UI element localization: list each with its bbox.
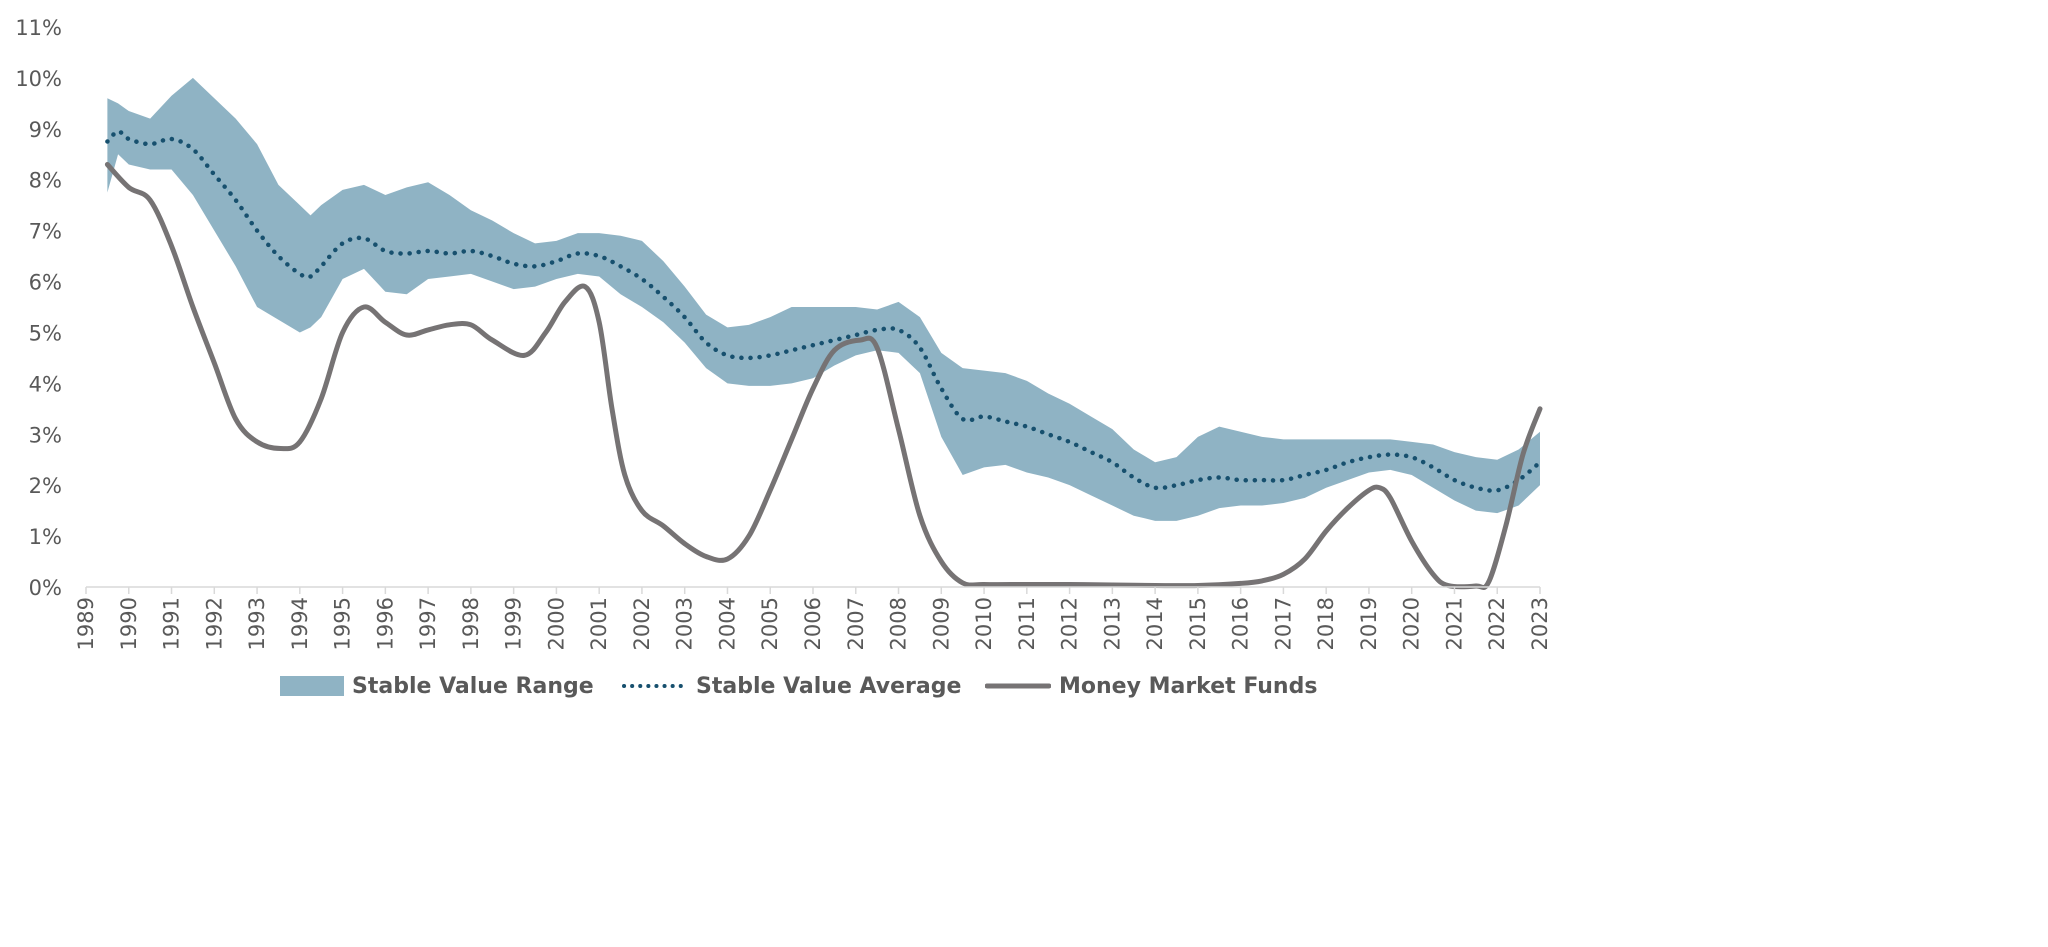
y-tick-label: 8% <box>29 169 62 193</box>
y-tick-label: 3% <box>29 423 62 447</box>
x-tick-label: 2009 <box>929 597 953 650</box>
x-tick-label: 1989 <box>74 597 98 650</box>
series-line-layer <box>104 129 1543 590</box>
x-tick-label: 2013 <box>1100 597 1124 650</box>
solid-line-swatch-icon <box>985 683 1051 689</box>
x-tick-label: 2005 <box>758 597 782 650</box>
y-tick-label: 4% <box>29 372 62 396</box>
x-tick-label: 2020 <box>1400 597 1424 650</box>
x-tick-label: 1991 <box>160 597 184 650</box>
x-tick-label: 1997 <box>416 597 440 650</box>
x-tick-label: 2015 <box>1186 597 1210 650</box>
x-tick-label: 1998 <box>459 597 483 650</box>
x-tick-label: 2003 <box>673 597 697 650</box>
legend-item-average: Stable Value Average <box>622 668 961 704</box>
y-tick-label: 7% <box>29 220 62 244</box>
x-tick-label: 1993 <box>245 597 269 650</box>
x-tick-label: 2011 <box>1015 597 1039 650</box>
legend-item-money-market: Money Market Funds <box>985 668 1317 704</box>
legend-label-average: Stable Value Average <box>696 673 962 699</box>
y-tick-label: 10% <box>15 67 62 91</box>
stable-value-average-line <box>105 129 1543 493</box>
x-tick-label: 2000 <box>544 597 568 650</box>
x-tick-label: 2023 <box>1528 597 1552 650</box>
x-tick-label: 2012 <box>1058 597 1082 650</box>
money-market-funds-line <box>104 162 1543 590</box>
range-band-layer <box>107 77 1541 521</box>
x-tick-label: 2002 <box>630 597 654 650</box>
y-tick-label: 1% <box>29 525 62 549</box>
stable-value-range-band <box>107 77 1541 521</box>
legend-label-range: Stable Value Range <box>352 673 594 699</box>
y-tick-label: 6% <box>29 271 62 295</box>
dotted-line-swatch-icon <box>622 684 688 688</box>
x-tick-label: 2021 <box>1442 597 1466 650</box>
x-tick-label: 1999 <box>502 597 526 650</box>
x-tick-label: 2006 <box>801 597 825 650</box>
range-swatch-icon <box>280 676 344 696</box>
x-tick-label: 2001 <box>587 597 611 650</box>
y-tick-label: 9% <box>29 118 62 142</box>
x-tick-label: 1990 <box>117 597 141 650</box>
x-tick-label: 2004 <box>715 597 739 650</box>
legend-item-range: Stable Value Range <box>280 668 594 704</box>
x-tick-label: 2016 <box>1229 597 1253 650</box>
x-tick-label: 2018 <box>1314 597 1338 650</box>
x-tick-label: 2022 <box>1485 597 1509 650</box>
x-tick-label: 2019 <box>1357 597 1381 650</box>
legend-label-money-market: Money Market Funds <box>1059 673 1318 699</box>
x-tick-label: 1992 <box>202 597 226 650</box>
x-tick-label: 2007 <box>844 597 868 650</box>
x-tick-label: 2008 <box>887 597 911 650</box>
x-tick-label: 2010 <box>972 597 996 650</box>
y-tick-label: 11% <box>15 16 62 40</box>
x-tick-label: 2014 <box>1143 597 1167 650</box>
legend: Stable Value Range Stable Value Average … <box>0 668 1600 708</box>
y-tick-label: 0% <box>29 576 62 600</box>
x-tick-label: 1995 <box>331 597 355 650</box>
x-axis-ticks: 1989 1990 1991 1992 1993 1994 1995 1996 1997 1998… <box>74 587 1552 650</box>
y-axis-ticks: 0% 1% 2% 3% 4% 5% 6% 7% 8% 9% 10% 11% <box>15 16 62 600</box>
x-tick-label: 1996 <box>373 597 397 650</box>
y-tick-label: 5% <box>29 321 62 345</box>
y-tick-label: 2% <box>29 474 62 498</box>
x-tick-label: 2017 <box>1271 597 1295 650</box>
x-tick-label: 1994 <box>288 597 312 650</box>
